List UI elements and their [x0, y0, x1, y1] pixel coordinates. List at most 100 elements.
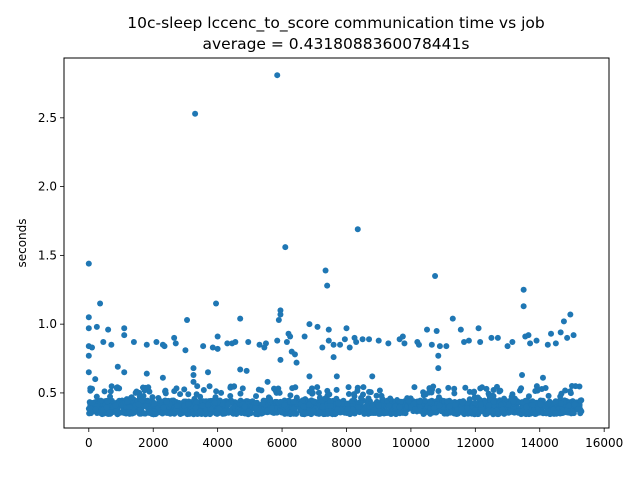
- data-point: [371, 406, 378, 413]
- data-point: [537, 401, 544, 408]
- data-point: [333, 395, 340, 402]
- x-tick-label: 2000: [138, 436, 169, 450]
- data-point-outlier: [568, 383, 575, 390]
- data-point: [163, 398, 170, 405]
- y-tick-label: 1.5: [38, 248, 57, 262]
- data-point-outlier: [275, 317, 282, 324]
- data-point: [365, 395, 372, 402]
- data-point: [173, 402, 180, 409]
- data-point-outlier: [520, 286, 527, 293]
- data-point-outlier: [525, 332, 532, 339]
- data-point-outlier: [369, 373, 376, 380]
- data-point: [324, 410, 331, 417]
- data-point: [402, 410, 409, 417]
- data-point-outlier: [274, 72, 281, 79]
- x-tick-label: 0: [85, 436, 93, 450]
- data-point: [427, 398, 434, 405]
- data-point: [290, 405, 297, 412]
- data-point: [226, 407, 233, 414]
- data-point: [192, 404, 199, 411]
- data-point: [464, 405, 470, 412]
- data-point: [412, 405, 419, 412]
- data-point-outlier: [494, 334, 501, 341]
- data-point: [137, 406, 144, 413]
- data-point-outlier: [533, 337, 540, 344]
- data-point: [200, 386, 207, 393]
- data-point-outlier: [214, 345, 221, 352]
- data-point-outlier: [237, 366, 244, 373]
- data-point: [124, 398, 131, 405]
- data-point: [385, 403, 392, 410]
- data-point: [366, 388, 373, 395]
- data-point: [181, 386, 188, 393]
- data-point-outlier: [314, 323, 321, 330]
- data-point-outlier: [330, 341, 337, 348]
- data-point: [490, 398, 497, 405]
- data-point-outlier: [319, 344, 326, 351]
- data-point: [107, 388, 114, 395]
- data-point: [326, 391, 333, 398]
- data-point-outlier: [341, 336, 348, 343]
- data-point-outlier: [121, 325, 128, 332]
- data-point: [173, 385, 180, 392]
- data-point: [112, 402, 119, 409]
- data-point: [264, 407, 271, 414]
- data-point-outlier: [287, 333, 294, 340]
- data-point: [327, 402, 334, 409]
- data-point: [126, 404, 133, 411]
- data-point-outlier: [301, 333, 308, 340]
- data-point-outlier: [243, 367, 250, 374]
- data-point: [479, 384, 486, 391]
- data-point-outlier: [224, 340, 231, 347]
- data-point-outlier: [93, 323, 100, 330]
- data-point: [277, 408, 284, 415]
- data-point: [116, 385, 123, 392]
- data-point: [567, 388, 574, 395]
- data-point: [281, 401, 288, 408]
- data-point-outlier: [325, 326, 332, 333]
- data-point: [197, 408, 204, 415]
- data-point: [542, 385, 549, 392]
- data-point-outlier: [548, 330, 555, 337]
- y-axis-ticks: 0.5 1.0 1.5 2.0 2.5: [38, 111, 64, 400]
- data-point-outlier: [130, 339, 137, 346]
- data-point-outlier: [262, 340, 269, 347]
- x-tick-label: 10000: [392, 436, 430, 450]
- data-point-outlier: [190, 378, 197, 385]
- data-point: [145, 384, 152, 391]
- data-point-outlier: [200, 343, 207, 350]
- data-point: [132, 389, 139, 396]
- data-point-outlier: [171, 334, 178, 341]
- data-point-outlier: [277, 307, 284, 314]
- data-point: [299, 397, 306, 404]
- data-point: [571, 401, 578, 408]
- data-point: [477, 401, 484, 408]
- data-point: [135, 401, 142, 408]
- data-point-outlier: [432, 273, 439, 280]
- data-point: [306, 401, 313, 408]
- data-point: [268, 405, 275, 412]
- data-point-outlier: [121, 369, 128, 376]
- data-point: [193, 398, 200, 405]
- data-point: [185, 401, 192, 408]
- data-point: [354, 384, 361, 391]
- data-point: [239, 385, 246, 392]
- y-tick-label: 2.0: [38, 180, 57, 194]
- data-point: [510, 398, 517, 405]
- data-point: [104, 398, 111, 405]
- data-point-outlier: [97, 300, 104, 307]
- data-point-outlier: [92, 376, 99, 383]
- data-point: [93, 393, 100, 400]
- scatter-points: [85, 72, 585, 418]
- data-point: [141, 410, 148, 417]
- data-point-outlier: [544, 341, 551, 348]
- data-point-outlier: [488, 334, 495, 341]
- data-point-outlier: [504, 343, 511, 350]
- data-point-outlier: [457, 326, 464, 333]
- data-point: [322, 395, 329, 402]
- data-point: [140, 393, 147, 400]
- data-point-outlier: [237, 315, 244, 322]
- data-point: [319, 403, 326, 410]
- data-point-outlier: [539, 374, 546, 381]
- data-point: [558, 400, 565, 407]
